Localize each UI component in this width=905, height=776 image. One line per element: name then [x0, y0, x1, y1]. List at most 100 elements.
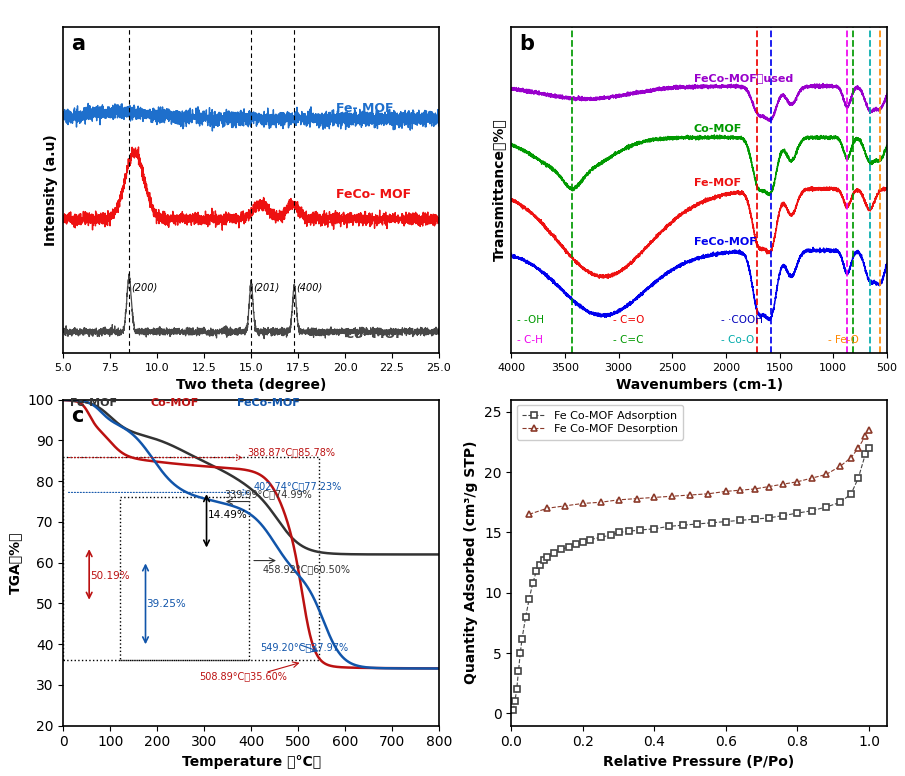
Fe Co-MOF Adsorption [735, 516, 746, 525]
Text: b: b [519, 33, 534, 54]
Text: 402.74°C；77.23%: 402.74°C；77.23% [254, 481, 342, 491]
X-axis label: Relative Pressure (P/Po): Relative Pressure (P/Po) [604, 755, 795, 769]
Fe Co-MOF Desorption [860, 431, 871, 441]
Fe Co-MOF Adsorption [517, 634, 528, 643]
Fe Co-MOF Adsorption [678, 521, 689, 530]
Text: Co-MOF: Co-MOF [694, 124, 742, 134]
Fe Co-MOF Adsorption [821, 502, 832, 511]
Fe Co-MOF Adsorption [792, 508, 803, 518]
Fe Co-MOF Desorption [685, 490, 696, 500]
Fe Co-MOF Desorption [835, 462, 846, 471]
Text: Fe-MOF: Fe-MOF [71, 398, 118, 407]
Fe Co-MOF Adsorption [845, 489, 856, 498]
Text: 458.92°C；60.50%: 458.92°C；60.50% [262, 565, 351, 575]
Line: Fe Co-MOF Adsorption: Fe Co-MOF Adsorption [510, 445, 872, 713]
Fe Co-MOF Adsorption [720, 517, 731, 526]
Fe Co-MOF Adsorption [520, 612, 531, 622]
Text: Fe- MOF: Fe- MOF [336, 102, 393, 116]
Legend: Fe Co-MOF Adsorption, Fe Co-MOF Desorption: Fe Co-MOF Adsorption, Fe Co-MOF Desorpti… [517, 405, 683, 440]
Text: - ·COOH: - ·COOH [720, 315, 763, 324]
Fe Co-MOF Adsorption [860, 449, 871, 459]
Fe Co-MOF Adsorption [531, 566, 542, 576]
Fe Co-MOF Adsorption [515, 649, 526, 658]
Y-axis label: Transmittance（%）: Transmittance（%） [491, 119, 506, 262]
Text: - Co-O: - Co-O [720, 335, 754, 345]
Fe Co-MOF Desorption [863, 425, 874, 435]
Fe Co-MOF Desorption [749, 484, 760, 494]
Fe Co-MOF Adsorption [614, 528, 624, 537]
Text: FeCo-MOF，used: FeCo-MOF，used [694, 73, 793, 83]
Y-axis label: TGA（%）: TGA（%） [8, 532, 22, 594]
Text: 339.99°C；74.99%: 339.99°C；74.99% [224, 490, 311, 500]
Fe Co-MOF Adsorption [538, 556, 549, 565]
Fe Co-MOF Adsorption [542, 552, 553, 561]
Fe Co-MOF Adsorption [853, 473, 863, 483]
Text: FeCo- MOF: FeCo- MOF [336, 188, 411, 201]
Fe Co-MOF Adsorption [577, 538, 588, 547]
Text: - C-H: - C-H [517, 335, 543, 345]
Fe Co-MOF Desorption [631, 494, 642, 504]
Fe Co-MOF Adsorption [508, 705, 519, 715]
Text: Fe-MOF: Fe-MOF [694, 178, 741, 189]
Fe Co-MOF Adsorption [510, 697, 520, 706]
Text: 388.87°C；85.78%: 388.87°C；85.78% [247, 447, 336, 456]
Fe Co-MOF Adsorption [749, 514, 760, 524]
Fe Co-MOF Adsorption [706, 518, 717, 528]
Fe Co-MOF Adsorption [692, 519, 703, 528]
Text: - C=O: - C=O [614, 315, 644, 324]
Fe Co-MOF Adsorption [634, 525, 645, 535]
Text: 508.89°C；35.60%: 508.89°C；35.60% [199, 670, 288, 681]
Text: - C=C: - C=C [614, 335, 643, 345]
Y-axis label: Quantity Adsorbed (cm³/g STP): Quantity Adsorbed (cm³/g STP) [464, 441, 479, 684]
Fe Co-MOF Desorption [777, 480, 788, 489]
Fe Co-MOF Desorption [649, 493, 660, 502]
Fe Co-MOF Adsorption [556, 545, 567, 554]
Fe Co-MOF Adsorption [863, 443, 874, 452]
Text: Co-MOF: Co-MOF [150, 398, 198, 407]
Fe Co-MOF Desorption [667, 491, 678, 501]
Text: a: a [71, 33, 85, 54]
Fe Co-MOF Desorption [577, 499, 588, 508]
X-axis label: Wavenumbers (cm-1): Wavenumbers (cm-1) [615, 379, 783, 393]
Fe Co-MOF Adsorption [524, 594, 535, 604]
Text: 549.20°C；37.97%: 549.20°C；37.97% [261, 643, 348, 652]
Fe Co-MOF Desorption [792, 477, 803, 487]
Text: - -OH: - -OH [517, 315, 544, 324]
Text: FeCo-MOF: FeCo-MOF [237, 398, 300, 407]
Text: d: d [519, 406, 534, 426]
Fe Co-MOF Adsorption [595, 532, 606, 542]
Fe Co-MOF Adsorption [511, 684, 522, 694]
Fe Co-MOF Adsorption [663, 521, 674, 531]
Y-axis label: Intensity (a.u): Intensity (a.u) [43, 134, 58, 246]
Fe Co-MOF Desorption [614, 495, 624, 504]
Fe Co-MOF Desorption [542, 504, 553, 513]
X-axis label: Two theta (degree): Two theta (degree) [176, 379, 327, 393]
Text: (201): (201) [253, 282, 280, 292]
Fe Co-MOF Adsorption [570, 540, 581, 549]
Fe Co-MOF Adsorption [649, 524, 660, 533]
Fe Co-MOF Adsorption [835, 497, 846, 507]
Text: 50.19%: 50.19% [90, 571, 129, 581]
Fe Co-MOF Adsorption [548, 549, 559, 558]
Fe Co-MOF Desorption [702, 489, 713, 498]
Text: FeCo-MOF: FeCo-MOF [694, 237, 757, 248]
Line: Fe Co-MOF Desorption: Fe Co-MOF Desorption [526, 427, 872, 518]
Fe Co-MOF Adsorption [806, 506, 817, 515]
Fe Co-MOF Adsorption [624, 527, 634, 536]
Text: (200): (200) [131, 282, 157, 292]
Fe Co-MOF Desorption [845, 453, 856, 462]
Text: Co- MOF: Co- MOF [345, 327, 404, 341]
Fe Co-MOF Adsorption [513, 667, 524, 676]
Fe Co-MOF Desorption [853, 443, 863, 452]
Text: c: c [71, 406, 83, 426]
Fe Co-MOF Desorption [806, 473, 817, 483]
Fe Co-MOF Adsorption [777, 511, 788, 520]
Text: - Fe-O: - Fe-O [828, 335, 859, 345]
Text: (400): (400) [296, 282, 322, 292]
Fe Co-MOF Adsorption [528, 578, 538, 587]
X-axis label: Temperature （°C）: Temperature （°C） [182, 755, 320, 769]
Fe Co-MOF Adsorption [764, 513, 775, 522]
Fe Co-MOF Desorption [735, 486, 746, 495]
Fe Co-MOF Desorption [524, 510, 535, 519]
Fe Co-MOF Desorption [559, 501, 570, 511]
